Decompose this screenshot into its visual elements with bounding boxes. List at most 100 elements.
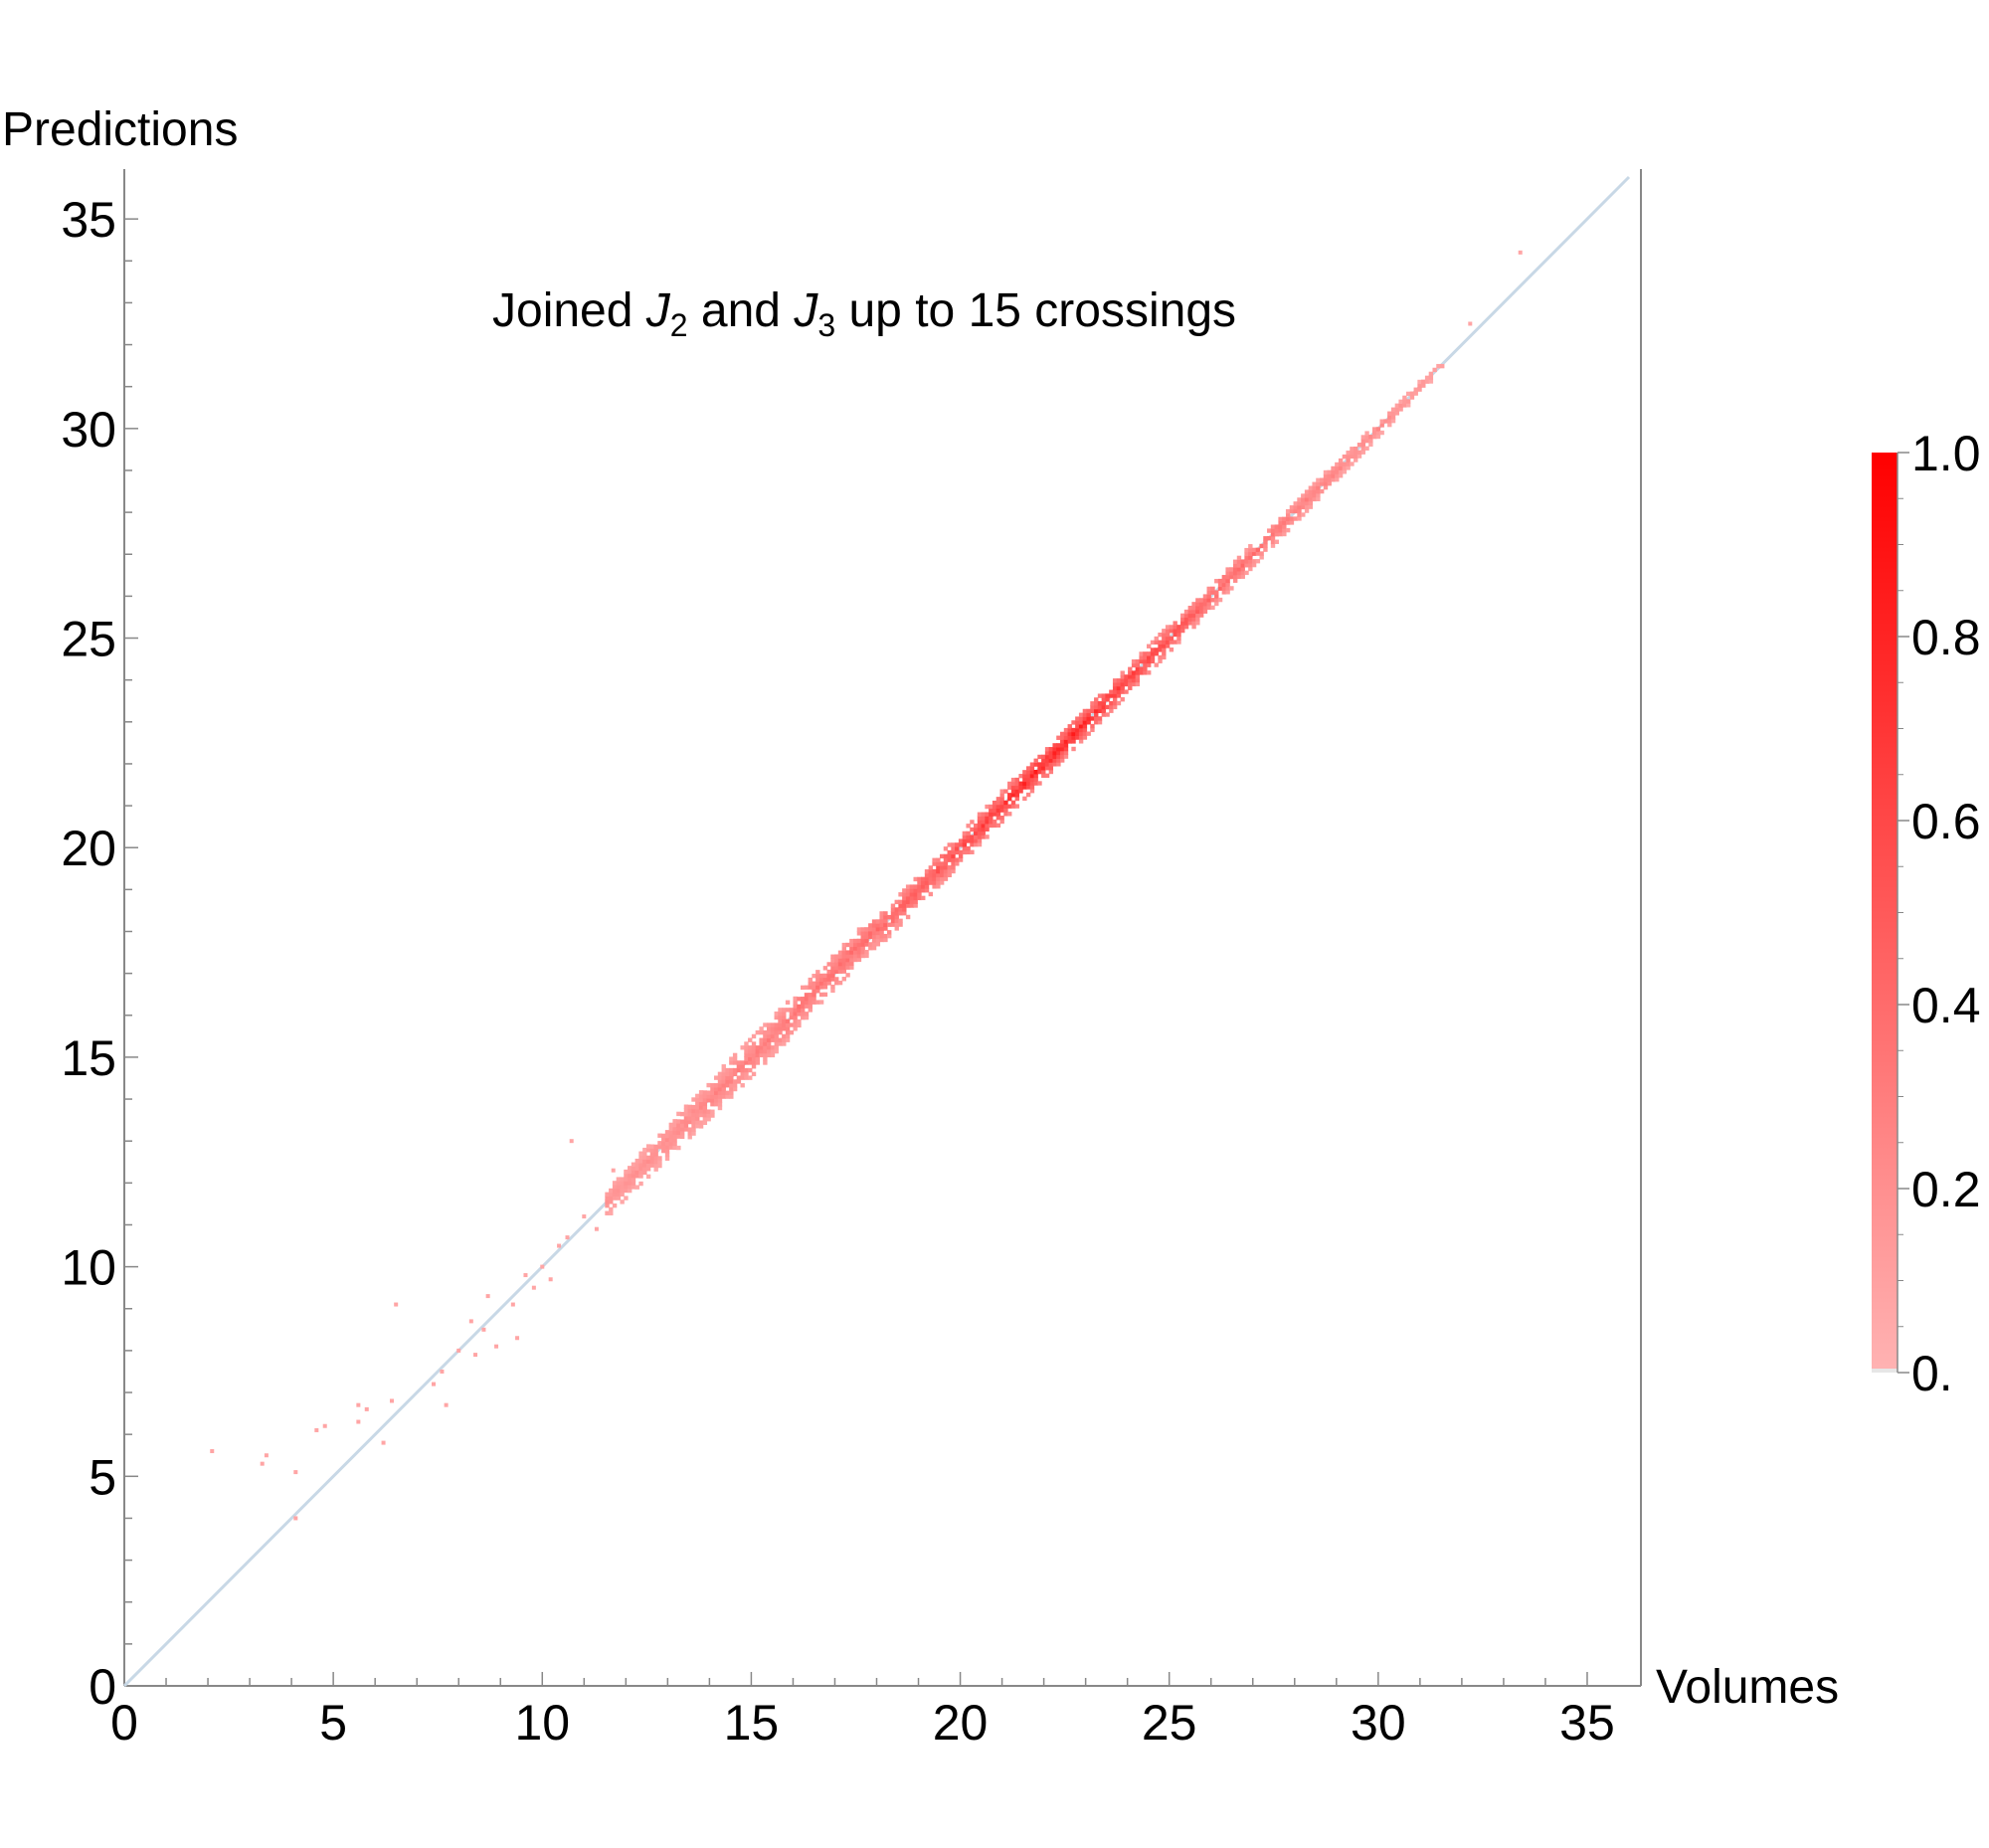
outlier-point xyxy=(364,1406,369,1411)
density-cell xyxy=(898,903,903,908)
density-cell xyxy=(691,1120,696,1125)
density-cell xyxy=(1297,497,1302,502)
density-cell xyxy=(1183,613,1189,619)
density-cell xyxy=(1112,689,1118,694)
density-cell xyxy=(1236,563,1242,568)
density-cell xyxy=(695,1124,700,1129)
density-cell xyxy=(830,977,835,982)
density-cell xyxy=(1383,419,1388,424)
density-cell xyxy=(721,1064,726,1069)
density-cell xyxy=(793,1004,798,1009)
density-cell xyxy=(740,1045,745,1050)
density-cell xyxy=(1248,551,1253,557)
density-cell xyxy=(1056,758,1061,763)
density-cell xyxy=(1323,484,1329,490)
density-cell xyxy=(1101,693,1106,698)
density-cell xyxy=(868,930,873,936)
density-cell xyxy=(830,988,835,994)
density-cell xyxy=(702,1109,708,1114)
density-cell xyxy=(1162,629,1167,634)
outlier-point xyxy=(582,1214,587,1219)
density-cell xyxy=(721,1075,726,1080)
density-cell xyxy=(638,1151,643,1156)
density-cell xyxy=(732,1071,738,1077)
density-cell xyxy=(1293,516,1298,521)
density-cell xyxy=(1112,681,1118,687)
density-cell xyxy=(1346,458,1351,463)
density-cell xyxy=(1003,808,1008,813)
density-cell xyxy=(1150,651,1156,656)
density-cell xyxy=(736,1079,742,1084)
density-cell xyxy=(883,937,888,943)
density-cell xyxy=(989,823,994,829)
density-cell xyxy=(759,1045,764,1050)
density-cell xyxy=(939,880,945,885)
density-cell xyxy=(789,1015,795,1020)
density-cell xyxy=(804,1000,810,1006)
density-cell xyxy=(763,1041,768,1046)
density-cell xyxy=(1094,704,1099,710)
density-cell xyxy=(1183,617,1189,622)
density-cell xyxy=(683,1112,689,1117)
density-cell xyxy=(1086,716,1091,721)
density-cell xyxy=(1301,504,1306,510)
density-cell xyxy=(1003,800,1008,806)
density-cell xyxy=(995,800,1001,806)
density-cell xyxy=(1135,674,1141,679)
density-cell xyxy=(875,930,881,936)
density-cell xyxy=(657,1144,662,1150)
density-cell xyxy=(797,1004,802,1010)
density-cell xyxy=(782,1015,787,1020)
density-cell xyxy=(1187,609,1192,615)
density-cell xyxy=(1128,674,1133,679)
density-cell xyxy=(725,1083,730,1088)
density-cell xyxy=(616,1185,622,1190)
density-cell xyxy=(702,1090,708,1095)
density-cell xyxy=(793,1000,798,1005)
density-cell xyxy=(1014,804,1019,809)
density-cell xyxy=(785,1026,791,1031)
density-cell xyxy=(999,816,1004,821)
density-cell xyxy=(985,827,990,832)
density-cell xyxy=(732,1086,738,1092)
density-cell xyxy=(985,823,990,829)
density-cell xyxy=(1082,723,1088,729)
density-cell xyxy=(1331,473,1336,478)
density-cell xyxy=(1029,773,1035,779)
density-cell xyxy=(793,1022,798,1027)
density-cell xyxy=(638,1162,643,1168)
density-cell xyxy=(924,888,930,893)
density-cell xyxy=(1135,662,1141,668)
density-cell xyxy=(1346,451,1351,456)
density-cell xyxy=(1335,473,1340,478)
density-cell xyxy=(1285,516,1291,521)
title-suffix: up to 15 crossings xyxy=(835,284,1236,337)
density-cell xyxy=(624,1185,629,1190)
density-cell xyxy=(815,981,820,986)
density-cell xyxy=(1165,629,1171,634)
density-cell xyxy=(989,808,994,813)
outlier-point xyxy=(515,1336,520,1341)
density-cell xyxy=(620,1185,625,1190)
density-cell xyxy=(1282,516,1287,522)
density-cell xyxy=(1150,640,1156,646)
density-cell xyxy=(1198,598,1204,603)
density-cell xyxy=(1154,651,1159,656)
density-cell xyxy=(864,942,869,947)
density-cell xyxy=(932,857,937,863)
density-cell xyxy=(826,977,831,982)
density-cell xyxy=(837,980,843,986)
density-cell xyxy=(808,996,813,1002)
density-cell xyxy=(860,938,865,944)
density-cell xyxy=(683,1115,689,1121)
density-cell xyxy=(1044,750,1050,756)
density-cell xyxy=(1090,701,1095,706)
density-cell xyxy=(661,1137,666,1142)
density-cell xyxy=(1195,613,1200,618)
density-cell xyxy=(1248,547,1253,553)
density-cell xyxy=(732,1079,738,1084)
density-cell xyxy=(1180,621,1185,626)
density-cell xyxy=(744,1060,749,1065)
density-cell xyxy=(638,1181,643,1187)
density-cell xyxy=(687,1135,692,1140)
